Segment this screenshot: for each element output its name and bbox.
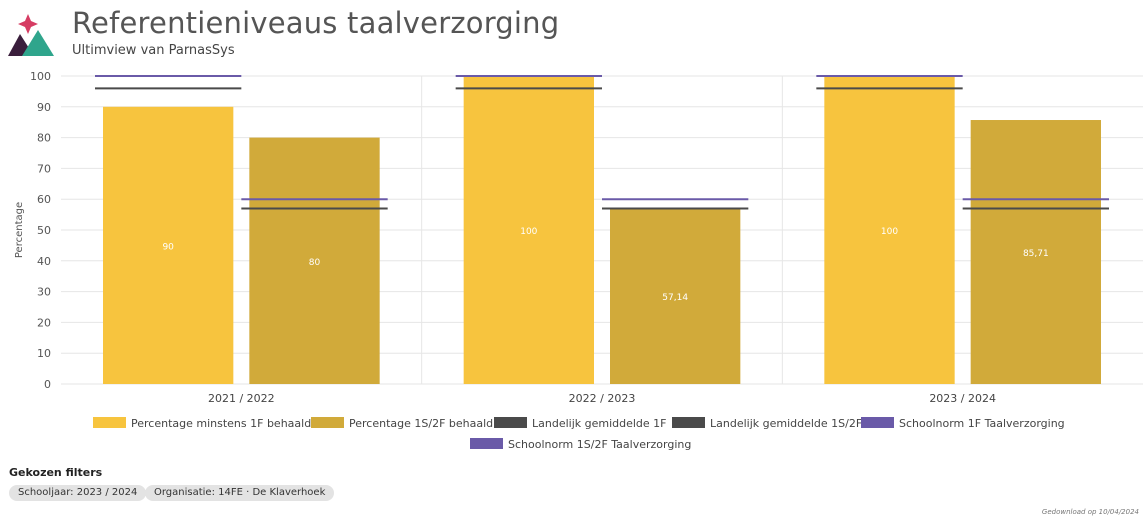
bar-data-label: 100 — [520, 227, 537, 237]
bar — [970, 120, 1101, 385]
bar-data-label: 90 — [162, 242, 174, 252]
bar-data-label: 85,71 — [1023, 249, 1049, 259]
y-tick-label: 30 — [37, 286, 51, 299]
y-tick-label: 100 — [30, 70, 51, 83]
logo-star-icon — [18, 14, 38, 34]
y-tick-label: 20 — [37, 316, 51, 329]
y-tick-label: 80 — [37, 132, 51, 145]
legend-label: Schoolnorm 1F Taalverzorging — [899, 417, 1065, 430]
y-tick-label: 60 — [37, 193, 51, 206]
bar — [463, 76, 594, 384]
filter-chip-organisatie[interactable]: Organisatie: 14FE · De Klaverhoek — [145, 485, 335, 501]
y-tick-label: 90 — [37, 101, 51, 114]
download-timestamp: Gedownload op 10/04/2024 — [1041, 508, 1139, 516]
bar — [103, 106, 234, 385]
filter-chip-schooljaar[interactable]: Schooljaar: 2023 / 2024 — [9, 485, 147, 501]
bar — [610, 208, 741, 384]
filters-title: Gekozen filters — [9, 466, 103, 479]
y-axis-label: Percentage — [14, 202, 25, 258]
parnassys-logo — [8, 14, 54, 56]
x-tick-label: 2021 / 2022 — [208, 392, 275, 405]
page-title: Referentieniveaus taalverzorging — [72, 6, 560, 40]
bar-data-label: 57,14 — [662, 293, 688, 303]
bar-data-label: 80 — [309, 258, 321, 268]
legend-label: Percentage 1S/2F behaald — [349, 417, 493, 430]
legend-swatch — [494, 417, 527, 428]
legend-swatch — [470, 438, 503, 449]
legend-label: Landelijk gemiddelde 1S/2F — [710, 417, 862, 430]
x-tick-label: 2023 / 2024 — [929, 392, 996, 405]
y-tick-label: 0 — [44, 378, 51, 391]
legend-swatch — [672, 417, 705, 428]
y-tick-label: 10 — [37, 347, 51, 360]
legend-label: Landelijk gemiddelde 1F — [532, 417, 667, 430]
legend-label: Schoolnorm 1S/2F Taalverzorging — [508, 438, 691, 451]
y-tick-label: 70 — [37, 162, 51, 175]
y-tick-label: 50 — [37, 224, 51, 237]
bar — [249, 137, 380, 384]
referentieniveaus-chart: 0 10 20 30 40 50 60 70 80 90 100 Percentage 90 80 2021… — [14, 70, 1143, 451]
bar-data-label: 100 — [881, 227, 898, 237]
legend-label: Percentage minstens 1F behaald — [131, 417, 311, 430]
page-subtitle: Ultimview van ParnasSys — [72, 43, 235, 58]
y-tick-label: 40 — [37, 255, 51, 268]
legend-swatch — [93, 417, 126, 428]
x-tick-label: 2022 / 2023 — [569, 392, 636, 405]
legend-swatch — [861, 417, 894, 428]
bar — [824, 76, 955, 384]
legend-swatch — [311, 417, 344, 428]
logo-teal-mountain — [22, 30, 54, 56]
